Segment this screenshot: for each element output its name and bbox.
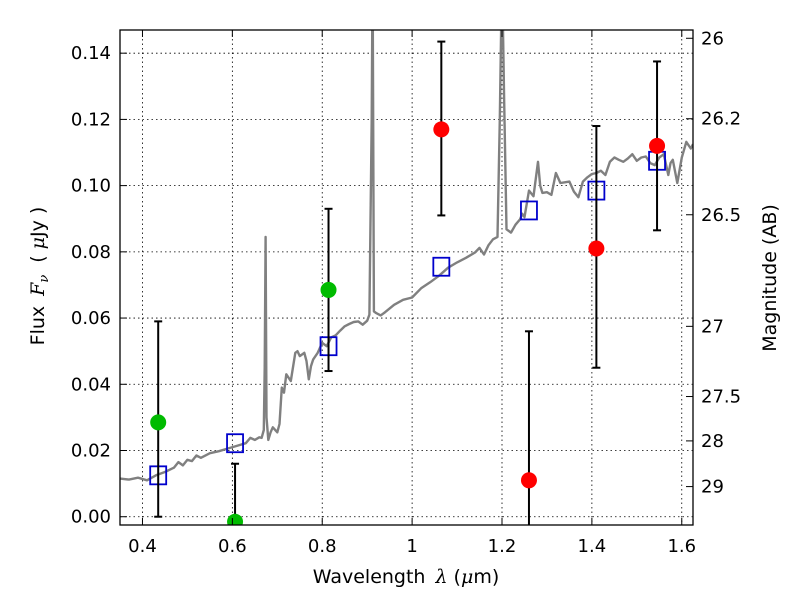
x-tick-label: 1.6	[667, 536, 696, 557]
y-axis-title: FluxFν(μJy )	[27, 207, 52, 346]
data-point	[520, 472, 537, 489]
x-tick-label: 1.4	[578, 536, 607, 557]
x-tick-label: 1.2	[488, 536, 517, 557]
y2-tick-label: 26	[701, 28, 724, 49]
y2-axis-title: Magnitude (AB)	[759, 204, 781, 352]
y2-tick-label: 28	[701, 431, 724, 452]
y-tick-label: 0.00	[71, 507, 111, 528]
model-photometry-square	[520, 200, 538, 221]
y2-tick-label: 26.2	[701, 109, 741, 130]
grid-lines	[120, 30, 693, 525]
y2-tick-label: 26.5	[701, 205, 741, 226]
y-tick-label: 0.14	[71, 43, 111, 64]
data-point	[227, 513, 244, 525]
y-tick-label: 0.08	[71, 242, 111, 263]
y2-tick-label: 27	[701, 316, 724, 337]
y2-tick-label: 29	[701, 477, 724, 498]
x-tick-label: 0.6	[218, 536, 247, 557]
model-spectrum-line	[120, 30, 693, 482]
axis-ticks: 0.4 0.6 0.8 1 1.2 1.4 1.6 0.00 0.02 0.04 0.06 0.08 0…	[71, 28, 741, 557]
data-point	[649, 137, 666, 154]
y2-tick-label: 27.5	[701, 387, 741, 408]
data-series	[120, 30, 693, 525]
y-tick-label: 0.02	[71, 441, 111, 462]
model-photometry-square	[226, 433, 244, 454]
data-point	[433, 121, 450, 138]
data-point	[320, 281, 337, 298]
y-tick-label: 0.06	[71, 308, 111, 329]
x-tick-label: 0.4	[128, 536, 157, 557]
plot-area-frame	[119, 29, 694, 526]
x-tick-label: 1	[406, 536, 417, 557]
clipped-series	[120, 30, 693, 525]
model-photometry-square	[432, 256, 451, 277]
y-tick-label: 0.10	[71, 176, 111, 197]
y-tick-label: 0.12	[71, 109, 111, 130]
x-tick-label: 0.8	[308, 536, 337, 557]
data-point	[588, 240, 605, 257]
x-axis-title: Wavelength λ (μm)	[313, 566, 499, 588]
y-tick-label: 0.04	[71, 374, 111, 395]
data-point	[150, 414, 167, 431]
